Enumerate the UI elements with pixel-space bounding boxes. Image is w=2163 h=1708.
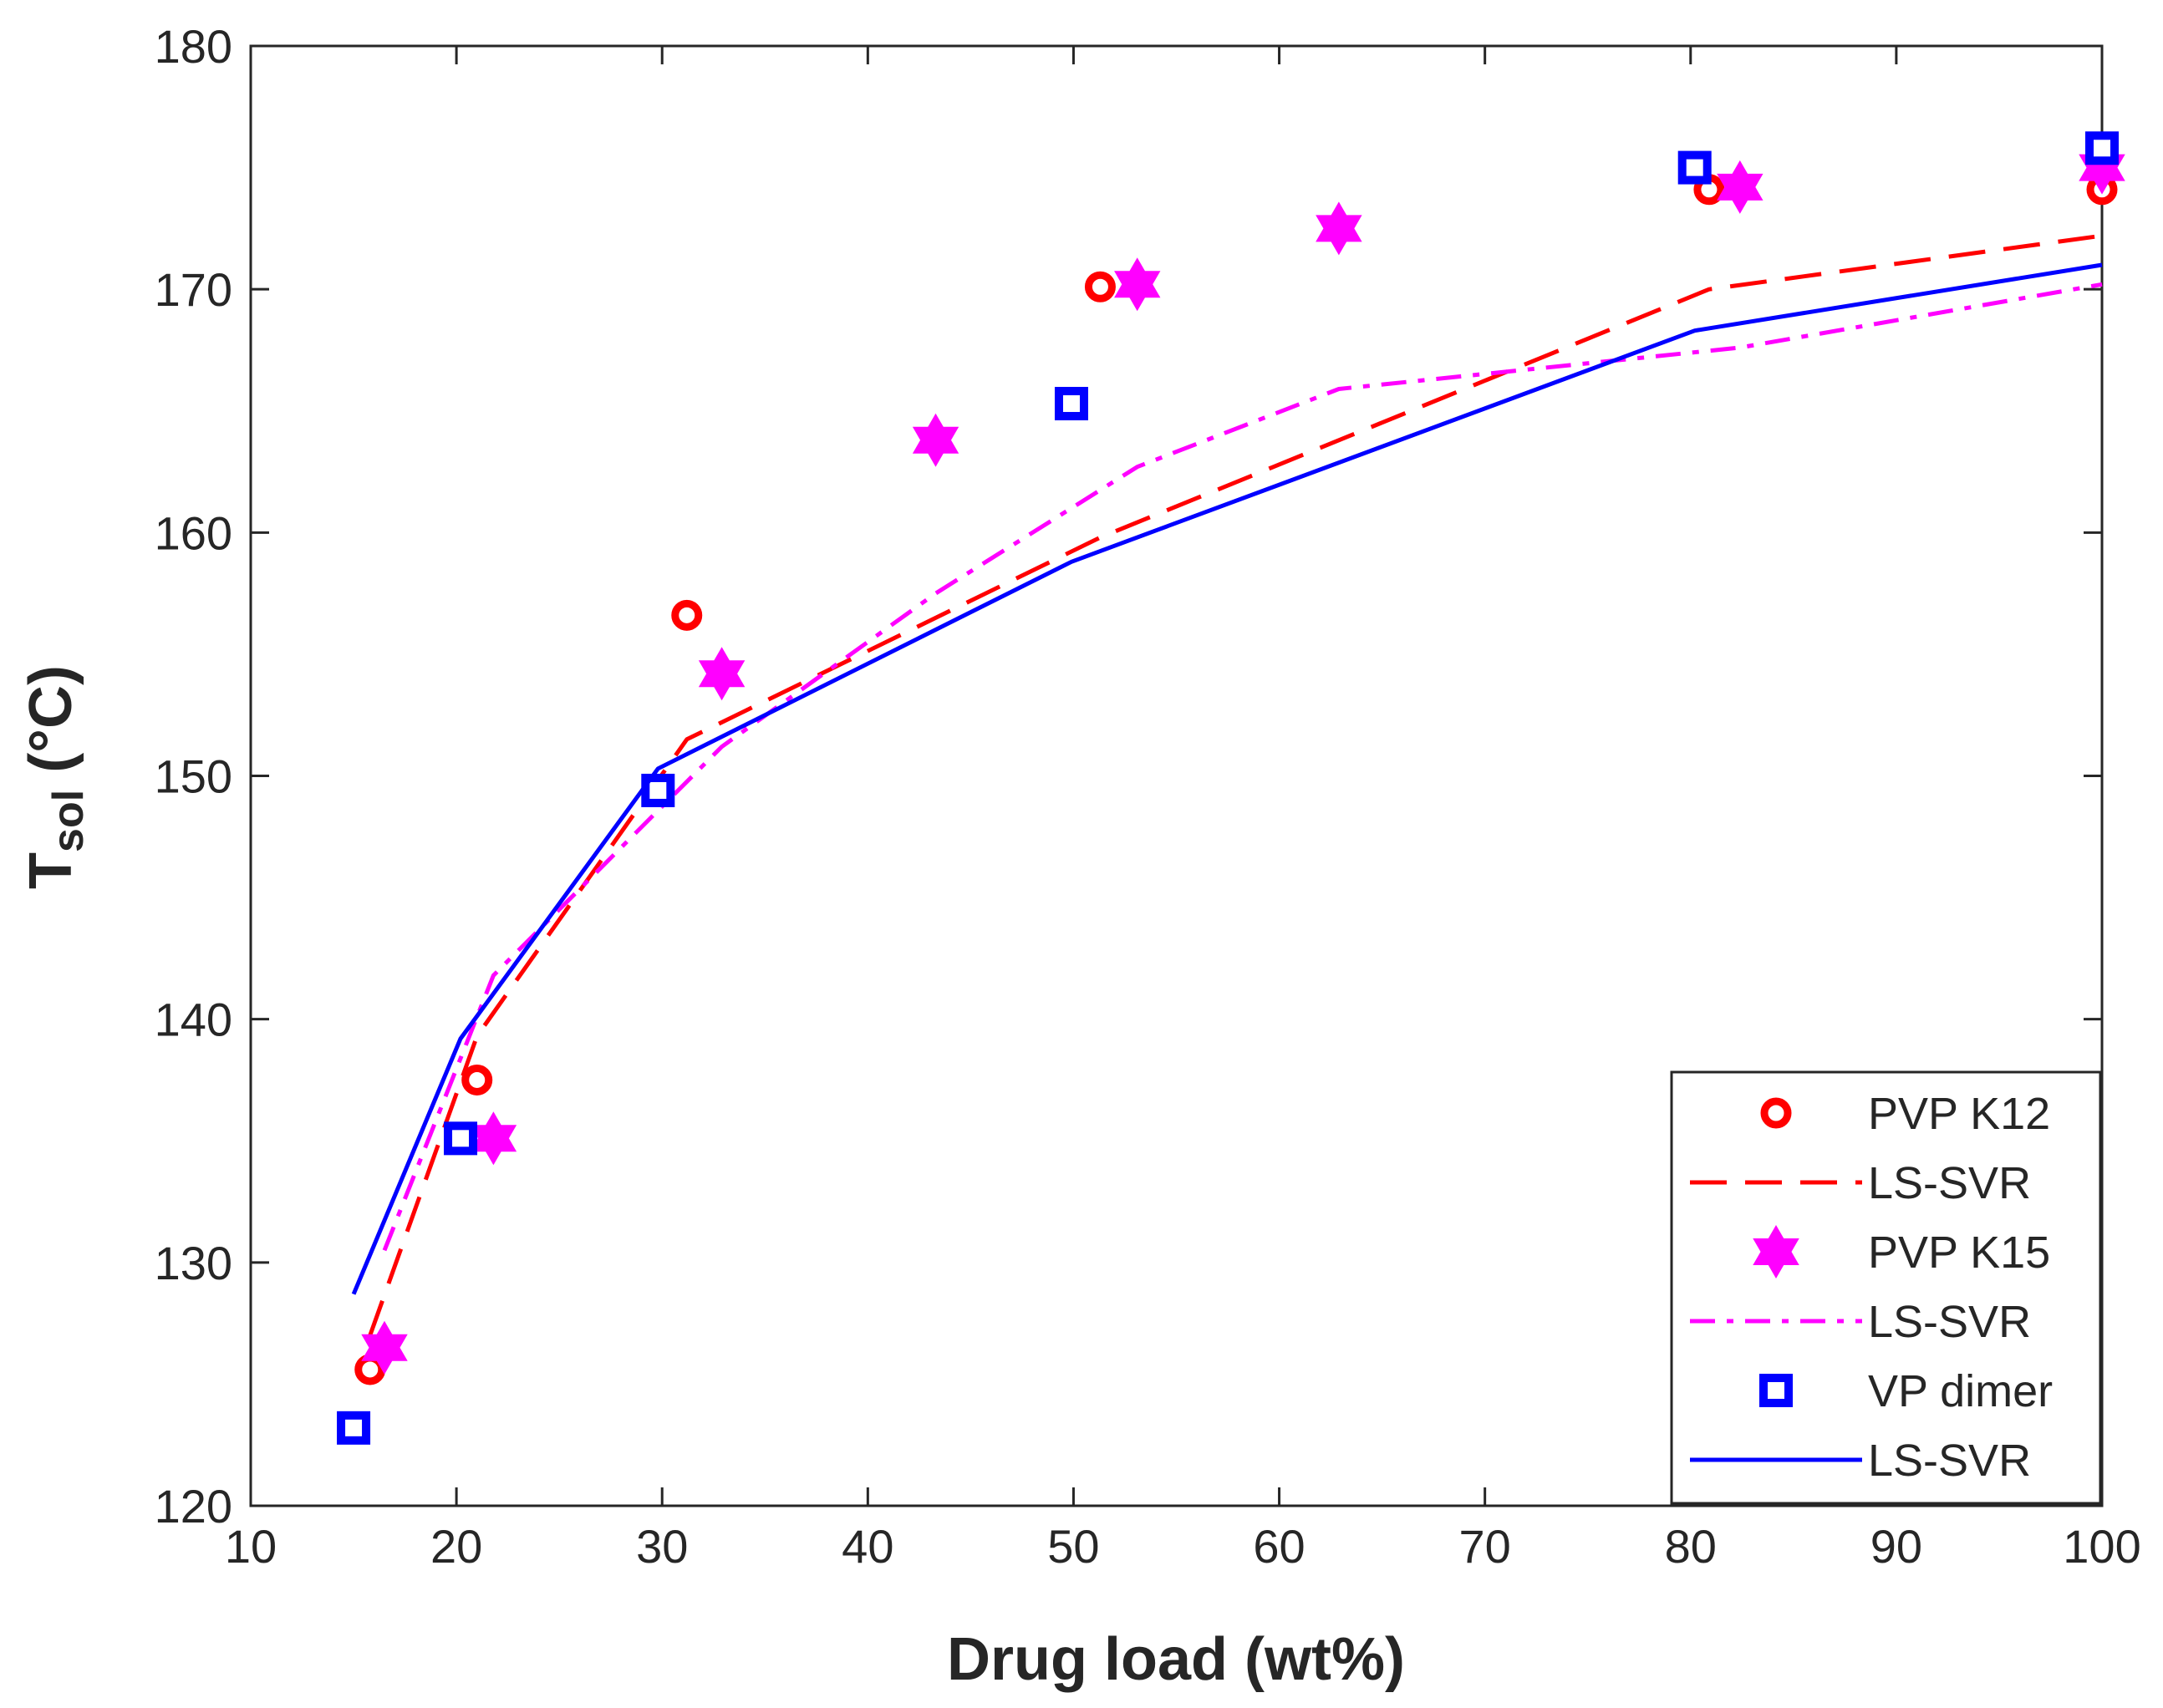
legend-item: PVP K12 xyxy=(1760,1089,2050,1139)
x-tick-label: 40 xyxy=(842,1520,893,1573)
x-tick-label: 100 xyxy=(2063,1520,2140,1573)
y-tick-label: 120 xyxy=(155,1480,232,1533)
series-5 xyxy=(351,262,2103,1295)
data-point xyxy=(912,413,959,467)
x-axis-title: Drug load (wt%) xyxy=(947,1626,1405,1693)
x-tick-label: 70 xyxy=(1459,1520,1511,1573)
y-axis-title-main: T xyxy=(18,852,84,889)
data-point xyxy=(1316,201,1362,256)
legend: PVP K12 LS-SVR PVP K15 LS-SVR VP dimer LS-SVR xyxy=(1670,1070,2102,1505)
data-point xyxy=(470,1111,517,1166)
legend-label: VP dimer xyxy=(1868,1366,2053,1416)
y-tick-label: 160 xyxy=(155,506,232,559)
series-line xyxy=(351,262,2103,1295)
x-tick-label: 30 xyxy=(636,1520,688,1573)
data-point xyxy=(1114,257,1161,312)
data-point xyxy=(361,1320,408,1375)
data-point xyxy=(671,599,703,631)
legend-label: LS-SVR xyxy=(1868,1436,2031,1486)
data-point xyxy=(1717,160,1763,214)
y-axis-title-unit: (°C) xyxy=(18,665,84,790)
series-line xyxy=(368,233,2103,1337)
data-point xyxy=(1677,150,1712,185)
legend-label: PVP K12 xyxy=(1868,1089,2050,1139)
y-tick-label: 130 xyxy=(155,1237,232,1289)
x-tick-label: 80 xyxy=(1665,1520,1717,1573)
x-tick-label: 50 xyxy=(1047,1520,1099,1573)
x-tick-label: 60 xyxy=(1253,1520,1305,1573)
legend-label: LS-SVR xyxy=(1868,1158,2031,1208)
legend-item: LS-SVR xyxy=(1690,1297,2031,1347)
data-point xyxy=(444,1121,478,1156)
y-tick-label: 170 xyxy=(155,263,232,316)
legend-marker-sample xyxy=(1759,1374,1793,1407)
x-tick-label: 10 xyxy=(225,1520,277,1573)
y-tick-label: 180 xyxy=(155,20,232,73)
data-point xyxy=(461,1064,493,1095)
legend-marker-sample xyxy=(1753,1225,1799,1278)
data-point xyxy=(2085,131,2119,165)
series-line xyxy=(382,282,2103,1252)
y-axis-title: Tsol (°C) xyxy=(18,665,93,889)
data-point xyxy=(1084,271,1116,302)
legend-item: LS-SVR xyxy=(1690,1158,2031,1208)
y-axis-title-subscript: sol xyxy=(44,790,93,852)
series-3 xyxy=(382,282,2103,1252)
legend-box xyxy=(1670,1070,2102,1505)
legend-item: PVP K15 xyxy=(1753,1225,2050,1278)
y-tick-label: 140 xyxy=(155,994,232,1046)
y-tick-label: 150 xyxy=(155,750,232,803)
legend-item: VP dimer xyxy=(1759,1366,2053,1416)
data-point xyxy=(698,647,746,701)
series-1 xyxy=(368,233,2103,1337)
legend-item: LS-SVR xyxy=(1690,1436,2031,1486)
legend-marker-sample xyxy=(1760,1097,1792,1129)
legend-label: LS-SVR xyxy=(1868,1297,2031,1347)
x-tick-label: 90 xyxy=(1870,1520,1922,1573)
axis-ticks: 10 20 30 40 50 60 70 80 90 100 120 130 140 150 160 170 1… xyxy=(155,20,2141,1573)
series-4 xyxy=(337,131,2119,1445)
legend-label: PVP K15 xyxy=(1868,1228,2050,1278)
data-point xyxy=(337,1411,371,1445)
series-layer xyxy=(337,131,2125,1445)
data-point xyxy=(1054,387,1088,421)
x-tick-label: 20 xyxy=(430,1520,482,1573)
